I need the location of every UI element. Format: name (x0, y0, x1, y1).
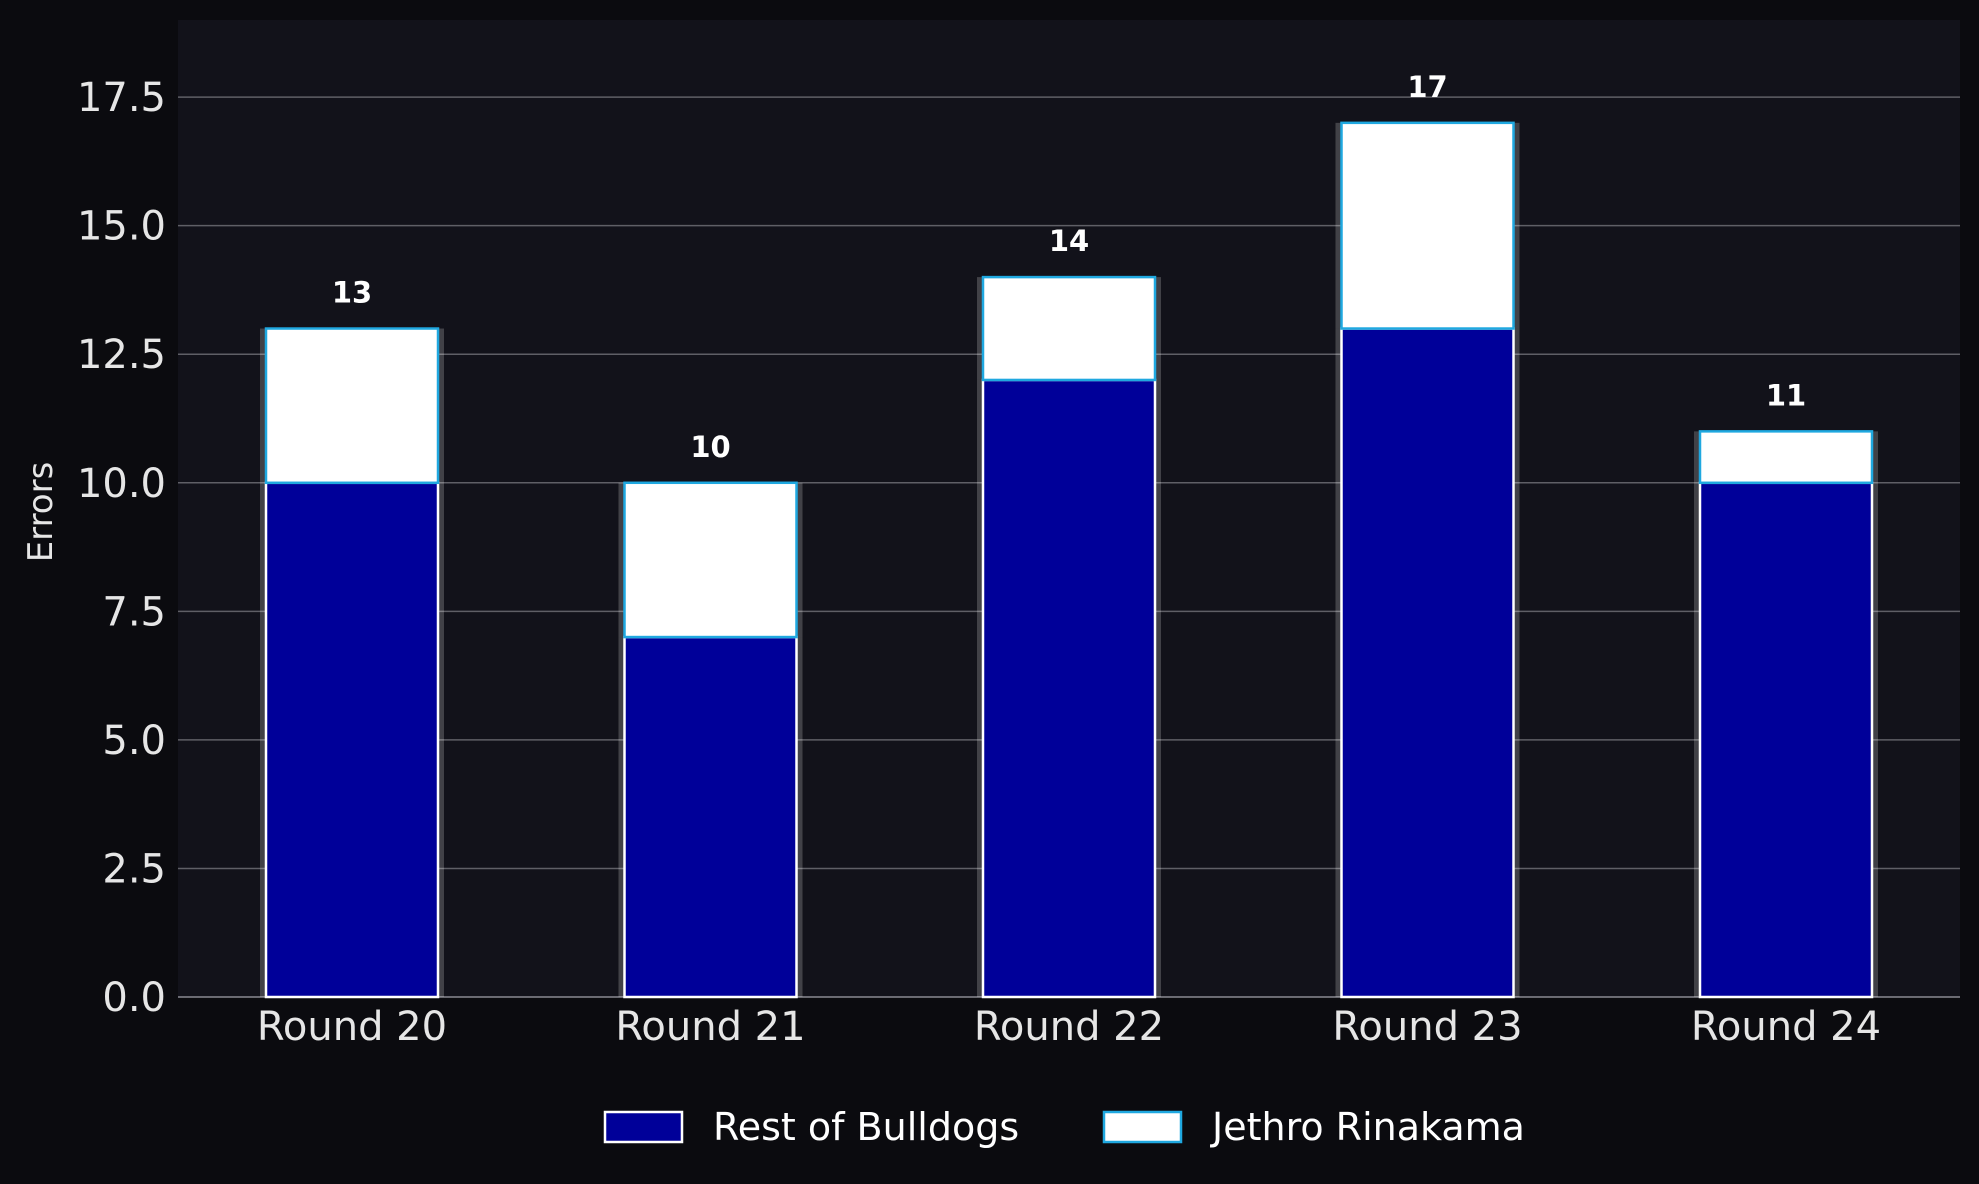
bar-segment-jethro-rinakama (981, 275, 1157, 382)
x-tick-label: Round 20 (257, 1004, 447, 1050)
y-tick-label: 10.0 (77, 461, 166, 507)
bar-segment-jethro-rinakama (1340, 121, 1515, 330)
bar-segment-rest-of-bulldogs (1698, 481, 1874, 999)
x-tick-label: Round 23 (1332, 1004, 1522, 1050)
y-tick-labels: 0.0 2.5 5.0 7.5 10.0 12.5 15.0 17.5 (77, 75, 166, 1021)
bar-total-label: 11 (1766, 378, 1806, 412)
bar-total-label: 10 (690, 430, 730, 464)
x-tick-labels: Round 20 Round 21 Round 22 Round 23 Round 24 (257, 1004, 1881, 1050)
bar-segment-rest-of-bulldogs (264, 481, 440, 999)
y-tick-label: 7.5 (102, 589, 166, 635)
legend-label-rest-of-bulldogs: Rest of Bulldogs (713, 1105, 1019, 1149)
bar-segment-jethro-rinakama (264, 327, 440, 485)
y-tick-label: 15.0 (77, 204, 166, 250)
legend-swatch-jethro-rinakama (1102, 1110, 1183, 1144)
bar-segment-rest-of-bulldogs (1340, 327, 1515, 999)
legend: Rest of Bulldogs Jethro Rinakama (603, 1105, 1525, 1149)
bar-total-label: 17 (1407, 70, 1447, 104)
bar-segment-jethro-rinakama (1698, 430, 1874, 485)
y-tick-label: 0.0 (102, 975, 166, 1021)
y-tick-label: 17.5 (77, 75, 166, 121)
bar-segment-rest-of-bulldogs (981, 378, 1157, 999)
y-tick-label: 2.5 (102, 846, 166, 892)
legend-swatch-rest-of-bulldogs (603, 1110, 684, 1144)
x-tick-label: Round 24 (1691, 1004, 1881, 1050)
bars (260, 121, 1878, 999)
y-axis-title: Errors (21, 462, 61, 563)
y-tick-label: 12.5 (77, 332, 166, 378)
bar-total-label: 13 (332, 276, 372, 310)
legend-label-jethro-rinakama: Jethro Rinakama (1210, 1105, 1525, 1149)
total-labels: 13 10 14 17 11 (332, 70, 1806, 464)
bar-segment-rest-of-bulldogs (623, 635, 798, 999)
y-tick-label: 5.0 (102, 718, 166, 764)
x-tick-label: Round 22 (974, 1004, 1164, 1050)
bar-total-label: 14 (1049, 224, 1089, 258)
x-tick-label: Round 21 (615, 1004, 805, 1050)
bar-segment-jethro-rinakama (623, 481, 798, 639)
